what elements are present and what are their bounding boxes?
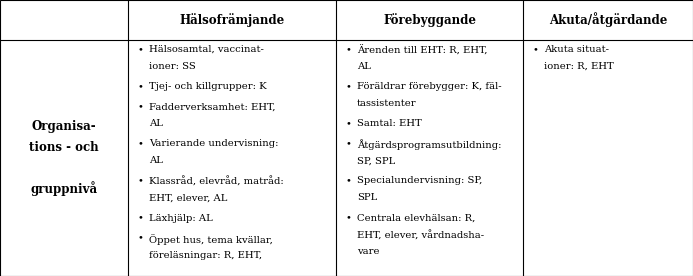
Text: Hälsofrämjande: Hälsofrämjande bbox=[179, 13, 285, 27]
Text: •: • bbox=[137, 82, 143, 91]
Text: •: • bbox=[137, 139, 143, 148]
Text: ioner: SS: ioner: SS bbox=[149, 62, 195, 71]
Text: •: • bbox=[345, 119, 351, 128]
Text: Öppet hus, tema kvällar,: Öppet hus, tema kvällar, bbox=[149, 234, 273, 245]
Text: Åtgärdsprogramsutbildning:: Åtgärdsprogramsutbildning: bbox=[357, 139, 502, 150]
Text: •: • bbox=[345, 45, 351, 54]
Text: tassistenter: tassistenter bbox=[357, 99, 416, 108]
Text: AL: AL bbox=[357, 62, 371, 71]
Text: Klassråd, elevråd, matråd:: Klassråd, elevråd, matråd: bbox=[149, 176, 283, 187]
Text: Akuta situat-: Akuta situat- bbox=[544, 45, 609, 54]
Text: •: • bbox=[532, 45, 538, 54]
Text: Ärenden till EHT: R, EHT,: Ärenden till EHT: R, EHT, bbox=[357, 45, 487, 55]
Text: •: • bbox=[345, 214, 351, 222]
Text: •: • bbox=[137, 176, 143, 185]
Text: Samtal: EHT: Samtal: EHT bbox=[357, 119, 421, 128]
Text: SPL: SPL bbox=[357, 193, 377, 202]
Text: Centrala elevhälsan: R,: Centrala elevhälsan: R, bbox=[357, 214, 475, 222]
Text: •: • bbox=[137, 234, 143, 243]
Text: SP, SPL: SP, SPL bbox=[357, 156, 395, 165]
Text: gruppnivå: gruppnivå bbox=[30, 182, 98, 197]
Text: Fadderverksamhet: EHT,: Fadderverksamhet: EHT, bbox=[149, 102, 276, 111]
Text: Tjej- och killgrupper: K: Tjej- och killgrupper: K bbox=[149, 82, 267, 91]
Text: EHT, elever, AL: EHT, elever, AL bbox=[149, 193, 227, 202]
Text: Läxhjälp: AL: Läxhjälp: AL bbox=[149, 214, 213, 222]
Text: •: • bbox=[345, 176, 351, 185]
Text: Specialundervisning: SP,: Specialundervisning: SP, bbox=[357, 176, 482, 185]
Text: föreläsningar: R, EHT,: föreläsningar: R, EHT, bbox=[149, 251, 262, 260]
Text: •: • bbox=[345, 82, 351, 91]
Text: Föräldrar förebygger: K, fäl-: Föräldrar förebygger: K, fäl- bbox=[357, 82, 502, 91]
Text: EHT, elever, vårdnadsha-: EHT, elever, vårdnadsha- bbox=[357, 230, 484, 241]
Text: •: • bbox=[137, 102, 143, 111]
Text: •: • bbox=[137, 45, 143, 54]
Text: •: • bbox=[137, 214, 143, 222]
Text: AL: AL bbox=[149, 119, 163, 128]
Text: •: • bbox=[345, 139, 351, 148]
Text: Organisa-: Organisa- bbox=[32, 120, 96, 134]
Text: tions - och: tions - och bbox=[29, 141, 99, 154]
Text: Hälsosamtal, vaccinat-: Hälsosamtal, vaccinat- bbox=[149, 45, 264, 54]
Text: vare: vare bbox=[357, 247, 379, 256]
Text: Varierande undervisning:: Varierande undervisning: bbox=[149, 139, 279, 148]
Text: Förebyggande: Förebyggande bbox=[383, 13, 476, 27]
Text: Akuta/åtgärdande: Akuta/åtgärdande bbox=[549, 13, 667, 27]
Text: AL: AL bbox=[149, 156, 163, 165]
Text: ioner: R, EHT: ioner: R, EHT bbox=[544, 62, 614, 71]
